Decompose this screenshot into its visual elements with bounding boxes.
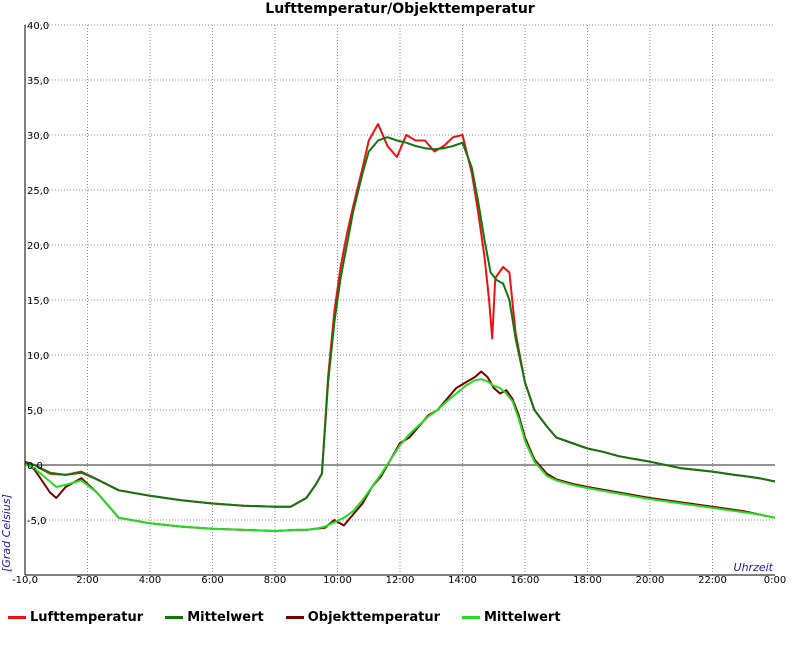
series-line-2 <box>24 136 776 508</box>
legend-item-4: Mittelwert <box>462 610 561 625</box>
y-tick-label: 25,0 <box>27 186 49 197</box>
legend-swatch <box>165 615 184 619</box>
y-tick-label: 10,0 <box>27 351 49 362</box>
x-tick-label: 2:00 <box>76 575 98 586</box>
legend-swatch <box>462 615 480 619</box>
x-tick-label: 8:00 <box>264 575 286 586</box>
x-tick-label: 0:00 <box>764 575 786 586</box>
y-tick-label: 20,0 <box>27 241 49 252</box>
y-tick-label: 40,0 <box>27 21 49 32</box>
x-axis-label: Uhrzeit <box>734 561 774 574</box>
legend-label: Lufttemperatur <box>30 609 144 625</box>
x-tick-label: 6:00 <box>201 575 223 586</box>
y-tick-label: 15,0 <box>27 296 49 307</box>
y-axis-label: [Grad Celsius] <box>0 494 13 572</box>
legend: Lufttemperatur Mittelwert Objekttemperatur… <box>8 606 583 628</box>
series-line-4 <box>24 378 776 532</box>
tick-labels: -5,0 0,0 5,0 10,0 15,0 20,0 25,0 30,0 35,0 40,0 -1… <box>12 21 786 586</box>
y-tick-label: 35,0 <box>27 76 49 87</box>
legend-label: Mittelwert <box>187 609 264 625</box>
y-tick-label: 30,0 <box>27 131 49 142</box>
axes <box>24 25 775 576</box>
y-tick-label: 5,0 <box>27 406 43 417</box>
x-tick-label: 14:00 <box>448 575 477 586</box>
y-tick-label: 0,0 <box>27 461 43 472</box>
chart-title: Lufttemperatur/Objekttemperatur <box>265 1 535 17</box>
x-tick-label: 12:00 <box>386 575 415 586</box>
x-tick-label: 10:00 <box>323 575 352 586</box>
y-tick-label: -5,0 <box>27 516 47 527</box>
x-tick-label: 18:00 <box>573 575 602 586</box>
legend-swatch <box>285 615 304 619</box>
series-layer <box>24 123 776 532</box>
x-tick-label: -10,0 <box>12 575 38 586</box>
legend-item-1: Lufttemperatur <box>8 610 143 625</box>
legend-swatch <box>8 615 26 619</box>
legend-label: Objekttemperatur <box>307 609 440 625</box>
legend-item-3: Objekttemperatur <box>285 609 440 625</box>
x-tick-label: 22:00 <box>698 575 727 586</box>
legend-item-2: Mittelwert <box>165 610 264 625</box>
x-tick-label: 20:00 <box>636 575 665 586</box>
x-tick-label: 4:00 <box>139 575 161 586</box>
x-tick-label: 16:00 <box>511 575 540 586</box>
grid <box>25 24 775 575</box>
legend-label: Mittelwert <box>484 609 561 625</box>
